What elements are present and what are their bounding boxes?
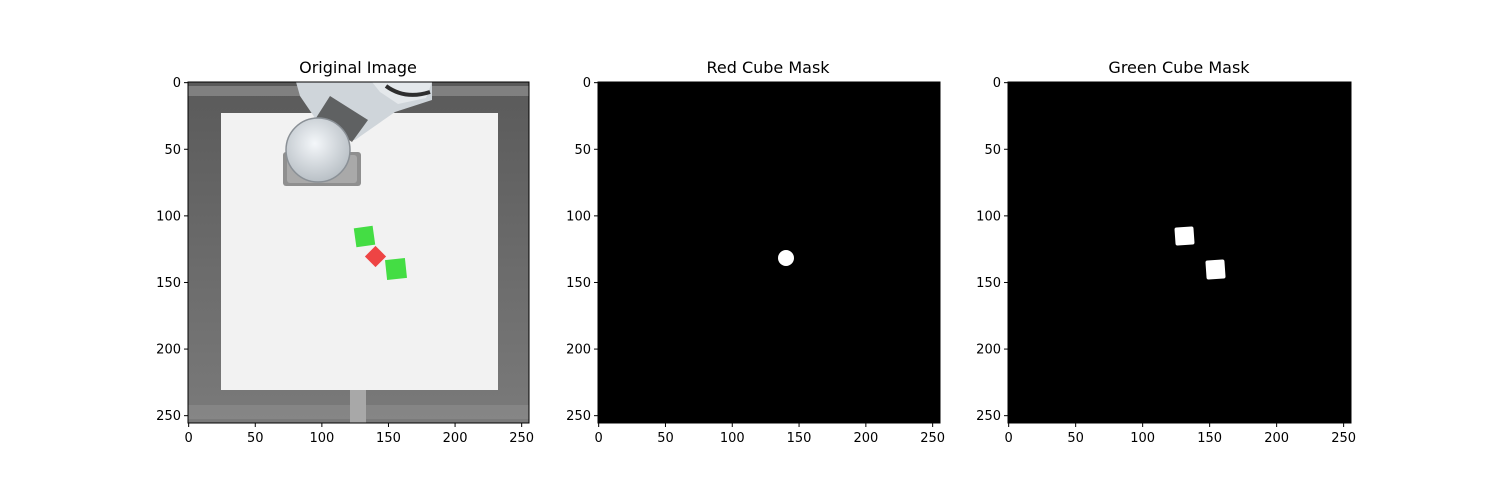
x-tick-label: 50 — [1067, 431, 1084, 446]
y-tick-label: 50 — [574, 143, 591, 158]
panel-red-cube-mask: Red Cube Mask — [597, 58, 941, 424]
x-tick-label: 100 — [720, 431, 745, 446]
y-tick-label: 100 — [156, 209, 181, 224]
x-tick-label: 150 — [376, 431, 401, 446]
x-tick-label: 0 — [1005, 431, 1013, 446]
photo-image — [188, 82, 529, 423]
y-tick-label: 0 — [993, 76, 1001, 91]
x-tick-label: 50 — [247, 431, 264, 446]
panel-title: Original Image — [299, 58, 417, 77]
x-tick-label: 0 — [185, 431, 193, 446]
y-tick-label: 150 — [156, 276, 181, 291]
robot-arm — [283, 82, 432, 186]
x-tick-label: 250 — [920, 431, 945, 446]
y-tick-label: 50 — [984, 143, 1001, 158]
y-tick-label: 200 — [566, 343, 591, 358]
axis-ticks: 0 50 100 150 200 250 0 50 100 150 200 250 0 50 100 150 2… — [156, 76, 1356, 446]
x-tick-label: 250 — [509, 431, 534, 446]
y-tick-label: 200 — [156, 343, 181, 358]
panel-title: Green Cube Mask — [1108, 58, 1250, 77]
x-tick-label: 200 — [443, 431, 468, 446]
x-tick-label: 150 — [787, 431, 812, 446]
green-cube-blob — [1205, 259, 1226, 280]
x-tick-label: 200 — [853, 431, 878, 446]
y-tick-label: 50 — [164, 143, 181, 158]
panel-original-image: Original Image — [187, 58, 530, 424]
y-tick-label: 0 — [583, 76, 591, 91]
red-cube-blob — [778, 250, 794, 266]
x-tick-label: 100 — [1130, 431, 1155, 446]
green-cube — [353, 225, 376, 248]
panel-green-cube-mask: Green Cube Mask — [1007, 58, 1352, 424]
x-tick-label: 250 — [1331, 431, 1356, 446]
mask-background — [598, 82, 940, 423]
y-tick-label: 0 — [173, 76, 181, 91]
axes-frame — [597, 81, 941, 424]
green-cube — [385, 258, 407, 280]
frame-post — [350, 390, 366, 423]
axes-frame — [187, 81, 530, 424]
x-tick-label: 200 — [1264, 431, 1289, 446]
y-tick-label: 150 — [976, 276, 1001, 291]
y-tick-label: 100 — [566, 209, 591, 224]
y-tick-label: 250 — [976, 409, 1001, 424]
axes-frame — [1007, 81, 1352, 424]
panel-title: Red Cube Mask — [706, 58, 830, 77]
x-tick-label: 50 — [657, 431, 674, 446]
green-cube-blob — [1174, 226, 1195, 246]
mask-background — [1008, 82, 1351, 423]
x-tick-label: 150 — [1197, 431, 1222, 446]
y-tick-label: 250 — [566, 409, 591, 424]
y-tick-label: 150 — [566, 276, 591, 291]
x-tick-label: 100 — [309, 431, 334, 446]
y-tick-label: 200 — [976, 343, 1001, 358]
x-tick-label: 0 — [595, 431, 603, 446]
y-tick-label: 100 — [976, 209, 1001, 224]
y-tick-label: 250 — [156, 409, 181, 424]
